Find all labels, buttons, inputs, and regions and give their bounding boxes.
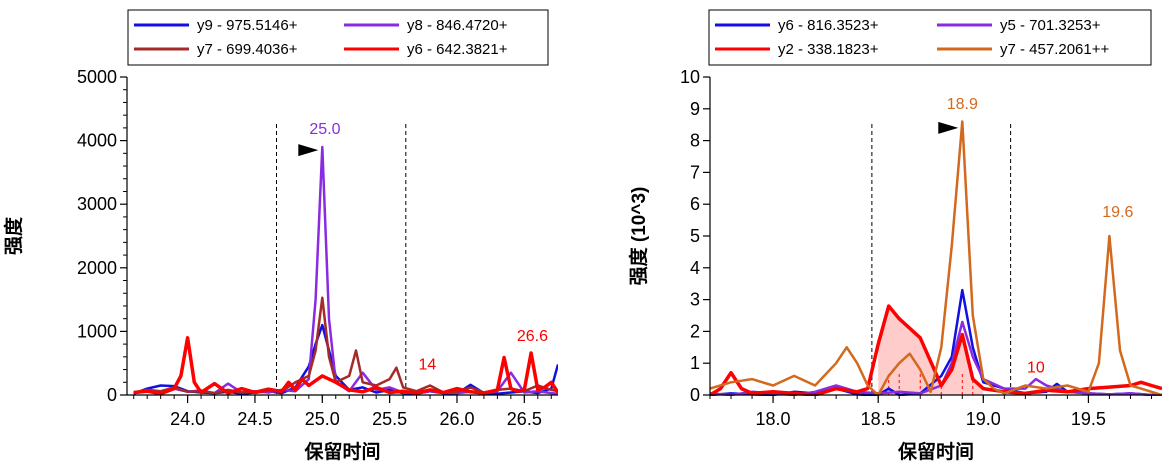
legend-label: y7 - 457.2061++ xyxy=(1000,41,1109,58)
legend-box xyxy=(127,9,549,66)
annotation-label: 25.0 xyxy=(309,121,340,138)
y-tick-label: 5000 xyxy=(77,67,117,87)
legend-label: y5 - 701.3253+ xyxy=(1000,17,1101,34)
y-tick-label: 0 xyxy=(107,385,117,405)
y-tick-label: 1 xyxy=(690,353,700,373)
legend-label: y7 - 699.4036+ xyxy=(197,41,298,58)
x-tick-label: 25.5 xyxy=(372,409,407,429)
legend-label: y6 - 816.3523+ xyxy=(778,17,879,34)
y-tick-label: 4000 xyxy=(77,131,117,151)
chart-right: 0 1 2 3 4 5 6 7 8 9 10 18.0 18.5 19.0 19.5 保留时间 强度 (10^3… xyxy=(627,9,1162,463)
y-tick-label: 7 xyxy=(690,162,700,182)
x-axis-title: 保留时间 xyxy=(303,440,380,463)
series-line-3 xyxy=(133,336,558,396)
x-tick-label: 18.0 xyxy=(756,409,791,429)
y-tick-label: 2 xyxy=(690,321,700,341)
series-line-2 xyxy=(133,296,558,395)
y-tick-label: 3 xyxy=(690,290,700,310)
series-line-1 xyxy=(133,145,558,395)
y-tick-label: 3000 xyxy=(77,194,117,214)
x-tick-label: 24.5 xyxy=(237,409,272,429)
series-line-3 xyxy=(710,120,1162,396)
annotation-label: 14 xyxy=(418,357,436,374)
y-tick-label: 4 xyxy=(690,258,700,278)
peak-marker-icon xyxy=(938,121,959,134)
y-tick-label: 8 xyxy=(690,131,700,151)
y-axis-title: 强度 (10^3) xyxy=(627,187,650,286)
annotation-label: 19.6 xyxy=(1102,204,1133,221)
peak-marker-icon xyxy=(298,144,319,157)
y-tick-label: 0 xyxy=(690,385,700,405)
series-line-0 xyxy=(133,323,558,395)
chart-left: 0 1000 2000 3000 4000 5000 24.0 24.5 25.0 25.5 26.… xyxy=(2,9,558,463)
x-tick-label: 25.0 xyxy=(305,409,340,429)
shaded-area xyxy=(878,305,984,395)
legend-box xyxy=(708,9,1152,66)
y-tick-label: 10 xyxy=(680,67,700,87)
annotation-label: 18.9 xyxy=(947,96,978,113)
legend-label: y2 - 338.1823+ xyxy=(778,41,879,58)
x-axis-title: 保留时间 xyxy=(897,440,974,463)
x-tick-label: 26.0 xyxy=(439,409,474,429)
x-tick-label: 24.0 xyxy=(170,409,205,429)
y-tick-label: 1000 xyxy=(77,321,117,341)
y-tick-label: 9 xyxy=(690,99,700,119)
x-tick-label: 19.0 xyxy=(966,409,1001,429)
legend-label: y6 - 642.3821+ xyxy=(407,41,508,58)
x-tick-label: 19.5 xyxy=(1071,409,1106,429)
x-tick-label: 26.5 xyxy=(507,409,542,429)
series-line-2 xyxy=(710,304,1162,396)
y-tick-label: 5 xyxy=(690,226,700,246)
legend-label: y9 - 975.5146+ xyxy=(197,17,298,34)
y-tick-label: 2000 xyxy=(77,258,117,278)
annotation-label: 10 xyxy=(1027,360,1045,377)
x-tick-label: 18.5 xyxy=(861,409,896,429)
annotation-label: 26.6 xyxy=(517,328,548,345)
y-tick-label: 6 xyxy=(690,194,700,214)
y-axis-title: 强度 xyxy=(2,216,25,255)
legend-label: y8 - 846.4720+ xyxy=(407,17,508,34)
